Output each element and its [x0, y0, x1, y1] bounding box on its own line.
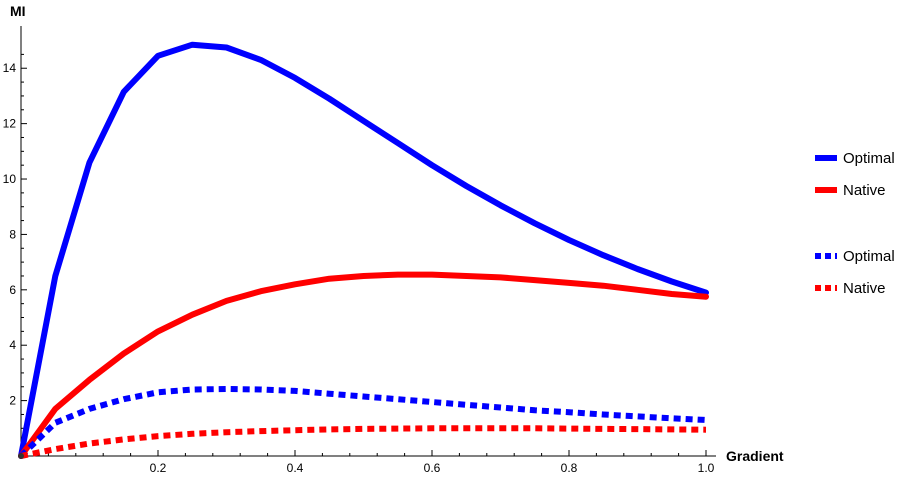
- x-tick-label: 0.2: [150, 461, 167, 475]
- y-tick-label: 14: [3, 61, 17, 75]
- x-axis-label: Gradient: [726, 448, 784, 464]
- legend: Optimal Native Optimal Native: [815, 150, 895, 297]
- x-tick-label: 0.4: [287, 461, 304, 475]
- series-line-dotted-native: [20, 425, 707, 459]
- series-layer: [18, 41, 709, 459]
- x-tick-label: 0.8: [561, 461, 578, 475]
- legend-label: Native: [843, 280, 886, 297]
- y-tick-label: 10: [3, 172, 17, 186]
- x-tick-label: 0.6: [424, 461, 441, 475]
- y-ticks: 2 4 6 8 10 12 14: [3, 53, 27, 443]
- legend-label: Optimal: [843, 150, 895, 167]
- y-tick-label: 8: [9, 227, 16, 241]
- legend-label: Native: [843, 182, 886, 199]
- y-tick-label: 12: [3, 117, 17, 131]
- x-ticks: 0.2 0.4 0.6 0.8 1.0: [47, 450, 715, 475]
- series-line-solid-native: [18, 271, 709, 459]
- y-tick-label: 4: [9, 338, 16, 352]
- y-tick-label: 6: [9, 283, 16, 297]
- axes: [20, 26, 716, 457]
- legend-label: Optimal: [843, 248, 895, 265]
- x-tick-label: 1.0: [698, 461, 715, 475]
- series-line-solid-optimal: [18, 41, 709, 459]
- origin-point: [18, 453, 24, 459]
- y-axis-label: MI: [10, 3, 26, 19]
- series-line-dotted-optimal: [18, 386, 707, 459]
- y-tick-label: 2: [9, 394, 16, 408]
